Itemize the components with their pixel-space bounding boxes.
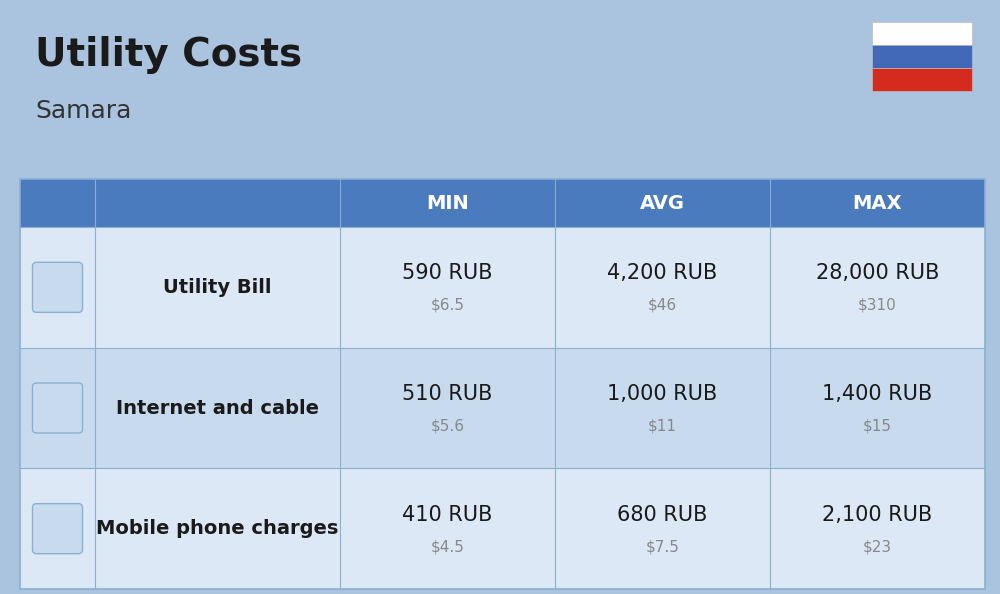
Text: $46: $46 (648, 298, 677, 313)
Text: Mobile phone charges: Mobile phone charges (96, 519, 339, 538)
Text: 410 RUB: 410 RUB (402, 505, 493, 525)
FancyBboxPatch shape (20, 227, 985, 347)
FancyBboxPatch shape (32, 504, 82, 554)
FancyBboxPatch shape (32, 383, 82, 433)
Text: MAX: MAX (853, 194, 902, 213)
FancyBboxPatch shape (872, 68, 972, 91)
FancyBboxPatch shape (32, 263, 82, 312)
Text: $4.5: $4.5 (431, 539, 464, 554)
Text: Utility Costs: Utility Costs (35, 36, 302, 74)
Text: 510 RUB: 510 RUB (402, 384, 493, 404)
Text: $6.5: $6.5 (431, 298, 465, 313)
Text: Internet and cable: Internet and cable (116, 399, 319, 418)
Text: 680 RUB: 680 RUB (617, 505, 708, 525)
Text: MIN: MIN (426, 194, 469, 213)
Text: Utility Bill: Utility Bill (163, 278, 272, 297)
Text: 1,400 RUB: 1,400 RUB (822, 384, 933, 404)
Text: $310: $310 (858, 298, 897, 313)
FancyBboxPatch shape (872, 22, 972, 45)
Text: 28,000 RUB: 28,000 RUB (816, 263, 939, 283)
Text: 590 RUB: 590 RUB (402, 263, 493, 283)
Text: 1,000 RUB: 1,000 RUB (607, 384, 718, 404)
Text: $15: $15 (863, 419, 892, 434)
Text: $5.6: $5.6 (431, 419, 465, 434)
FancyBboxPatch shape (20, 179, 985, 227)
Text: $7.5: $7.5 (646, 539, 679, 554)
Text: 2,100 RUB: 2,100 RUB (822, 505, 933, 525)
Text: AVG: AVG (640, 194, 685, 213)
Text: $23: $23 (863, 539, 892, 554)
FancyBboxPatch shape (20, 347, 985, 468)
Text: $11: $11 (648, 419, 677, 434)
Text: Samara: Samara (35, 99, 131, 123)
FancyBboxPatch shape (872, 45, 972, 68)
FancyBboxPatch shape (20, 468, 985, 589)
Text: 4,200 RUB: 4,200 RUB (607, 263, 718, 283)
